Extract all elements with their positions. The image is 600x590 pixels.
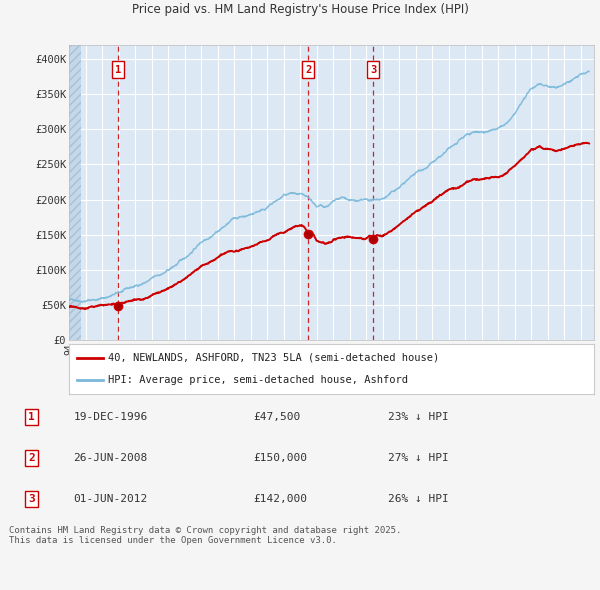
Text: 2: 2 (305, 64, 311, 74)
Text: HPI: Average price, semi-detached house, Ashford: HPI: Average price, semi-detached house,… (109, 375, 409, 385)
Text: 2: 2 (28, 453, 35, 463)
Bar (69, 45, 82, 340)
Text: 27% ↓ HPI: 27% ↓ HPI (388, 453, 449, 463)
Text: 23% ↓ HPI: 23% ↓ HPI (388, 412, 449, 422)
Text: 01-JUN-2012: 01-JUN-2012 (74, 494, 148, 504)
Text: 1: 1 (115, 64, 121, 74)
Text: 3: 3 (28, 494, 35, 504)
Text: 1: 1 (28, 412, 35, 422)
Text: 40, NEWLANDS, ASHFORD, TN23 5LA (semi-detached house): 40, NEWLANDS, ASHFORD, TN23 5LA (semi-de… (109, 353, 440, 363)
Text: 19-DEC-1996: 19-DEC-1996 (74, 412, 148, 422)
Text: 26-JUN-2008: 26-JUN-2008 (74, 453, 148, 463)
Text: £142,000: £142,000 (253, 494, 307, 504)
Text: 3: 3 (370, 64, 376, 74)
Text: £47,500: £47,500 (253, 412, 300, 422)
Text: Price paid vs. HM Land Registry's House Price Index (HPI): Price paid vs. HM Land Registry's House … (131, 2, 469, 15)
Text: £150,000: £150,000 (253, 453, 307, 463)
Text: 26% ↓ HPI: 26% ↓ HPI (388, 494, 449, 504)
Text: Contains HM Land Registry data © Crown copyright and database right 2025.
This d: Contains HM Land Registry data © Crown c… (9, 526, 401, 545)
